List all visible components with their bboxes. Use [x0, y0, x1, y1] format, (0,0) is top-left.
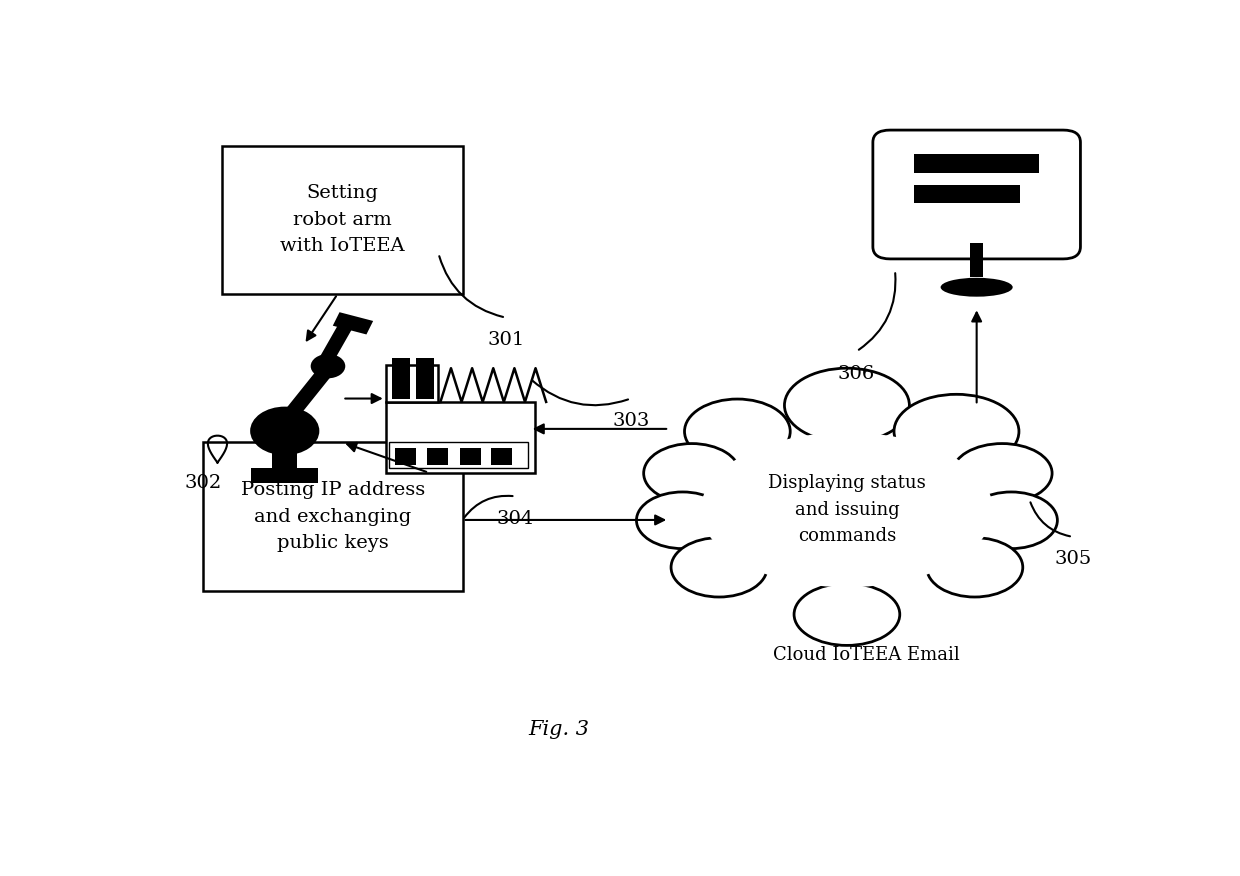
Text: 306: 306: [838, 364, 875, 383]
Ellipse shape: [701, 433, 993, 587]
Bar: [392, 358, 409, 399]
Circle shape: [250, 406, 320, 456]
Bar: [203, 442, 463, 590]
Ellipse shape: [671, 538, 768, 597]
Ellipse shape: [636, 492, 729, 548]
Ellipse shape: [794, 583, 900, 646]
Text: Fig. 3: Fig. 3: [528, 719, 589, 738]
FancyBboxPatch shape: [873, 130, 1080, 259]
Polygon shape: [275, 368, 337, 422]
Ellipse shape: [965, 492, 1058, 548]
Bar: [396, 448, 417, 464]
Text: Setting
robot arm
with IoTEEA: Setting robot arm with IoTEEA: [280, 184, 404, 255]
Ellipse shape: [926, 538, 1023, 597]
Text: Displaying status
and issuing
commands: Displaying status and issuing commands: [768, 475, 926, 545]
Polygon shape: [332, 312, 373, 335]
Ellipse shape: [644, 443, 740, 503]
Bar: [222, 145, 463, 294]
Bar: [417, 358, 434, 399]
Ellipse shape: [952, 443, 1052, 503]
Circle shape: [311, 354, 345, 378]
Ellipse shape: [894, 394, 1019, 469]
Ellipse shape: [785, 368, 909, 442]
Text: 305: 305: [1054, 550, 1091, 569]
Text: 302: 302: [185, 474, 222, 491]
Bar: [491, 448, 512, 464]
Bar: [388, 442, 528, 468]
Text: 304: 304: [497, 510, 534, 528]
Bar: [970, 244, 983, 277]
Text: 303: 303: [613, 412, 650, 430]
Ellipse shape: [941, 278, 1013, 297]
Ellipse shape: [684, 399, 790, 463]
Ellipse shape: [686, 424, 1008, 596]
Text: 301: 301: [487, 331, 525, 349]
Text: Cloud IoTEEA Email: Cloud IoTEEA Email: [773, 646, 960, 664]
Bar: [914, 154, 1039, 173]
Bar: [914, 185, 1021, 203]
Text: Posting IP address
and exchanging
public keys: Posting IP address and exchanging public…: [241, 481, 425, 552]
Bar: [250, 468, 319, 483]
Bar: [460, 448, 481, 464]
Bar: [427, 448, 448, 464]
Bar: [386, 364, 439, 402]
Bar: [273, 431, 298, 468]
Bar: [386, 402, 534, 473]
Polygon shape: [319, 326, 353, 359]
